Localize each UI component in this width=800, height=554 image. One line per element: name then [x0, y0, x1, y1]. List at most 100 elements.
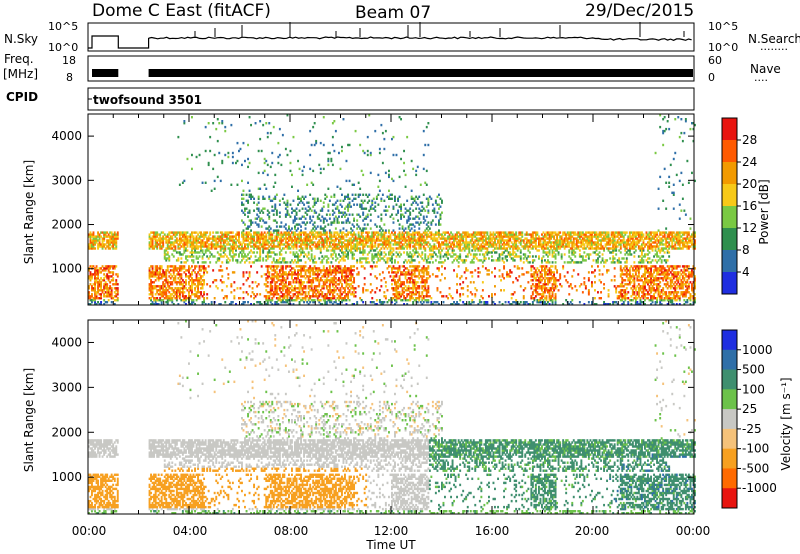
- power-cell: [153, 233, 156, 236]
- power-cell: [294, 225, 296, 228]
- power-cell: [230, 231, 233, 234]
- power-cell: [463, 231, 466, 234]
- power-cell: [188, 293, 190, 296]
- power-cell: [148, 297, 151, 300]
- power-cell: [388, 173, 390, 177]
- power-cell: [180, 287, 183, 290]
- power-cell: [434, 239, 437, 242]
- power-cell: [110, 297, 113, 300]
- power-cell: [415, 207, 418, 210]
- power-cell: [460, 235, 463, 238]
- power-cell: [441, 235, 443, 238]
- power-cell: [248, 189, 251, 192]
- power-cell: [433, 245, 436, 248]
- power-cell: [310, 249, 313, 252]
- power-cell: [347, 297, 350, 300]
- power-cell: [280, 287, 283, 290]
- power-cell: [289, 149, 292, 153]
- power-cell: [247, 245, 250, 248]
- power-cell: [315, 139, 318, 143]
- power-cell: [110, 245, 113, 248]
- power-cell: [274, 265, 277, 268]
- power-cell: [171, 297, 174, 300]
- power-cell: [250, 193, 253, 196]
- power-cell: [110, 295, 113, 298]
- power-cell: [318, 239, 321, 242]
- power-cell: [466, 253, 469, 256]
- power-cell: [313, 291, 316, 294]
- power-cell: [262, 249, 265, 252]
- power-cell: [97, 271, 100, 274]
- power-cell: [181, 235, 184, 238]
- power-cell: [401, 291, 404, 294]
- power-cell: [178, 251, 181, 254]
- power-cell: [415, 231, 418, 234]
- power-cell: [477, 275, 480, 278]
- power-cell: [441, 265, 443, 268]
- power-cell: [330, 281, 333, 284]
- power-cell: [422, 247, 425, 250]
- power-cell: [172, 265, 175, 268]
- power-cell: [115, 279, 118, 282]
- power-cell: [339, 265, 342, 268]
- power-cell: [507, 253, 510, 256]
- power-cell: [274, 197, 277, 200]
- power-cell: [480, 245, 483, 248]
- power-cell: [278, 261, 281, 264]
- power-cell: [109, 291, 112, 294]
- power-cell: [159, 265, 162, 268]
- power-cell: [312, 293, 315, 296]
- power-cell: [316, 291, 319, 294]
- power-cell: [344, 271, 346, 274]
- power-cell: [162, 235, 165, 238]
- power-cell: [418, 293, 421, 296]
- power-cell: [200, 269, 203, 272]
- power-cell: [413, 265, 416, 268]
- power-cell: [268, 255, 271, 258]
- power-cell: [441, 199, 443, 202]
- power-cell: [192, 247, 195, 250]
- power-cell: [286, 291, 289, 294]
- power-cell: [286, 229, 289, 232]
- power-cell: [460, 275, 463, 278]
- power-cell: [89, 295, 92, 298]
- power-cell: [459, 277, 462, 280]
- power-cell: [475, 253, 478, 256]
- nsky-trace: [88, 35, 692, 49]
- power-panel: [88, 114, 696, 306]
- power-cell: [198, 273, 201, 276]
- power-cell: [366, 195, 369, 198]
- power-cell: [321, 209, 324, 212]
- power-cell: [103, 303, 106, 306]
- power-cell: [395, 287, 398, 290]
- power-cell: [439, 251, 442, 254]
- power-cell: [415, 265, 418, 268]
- power-cell: [360, 261, 363, 264]
- power-cell: [203, 301, 206, 304]
- power-cell: [250, 197, 253, 200]
- power-cell: [110, 279, 113, 282]
- power-cell: [478, 247, 481, 250]
- power-cell: [247, 215, 250, 218]
- power-cell: [277, 285, 280, 288]
- power-cell: [292, 199, 295, 202]
- power-cell: [230, 237, 233, 240]
- power-cell: [218, 259, 221, 262]
- power-cell: [321, 291, 324, 294]
- power-cell: [95, 281, 98, 284]
- power-cell: [200, 249, 203, 252]
- power-cell: [463, 243, 466, 246]
- power-cell: [374, 245, 377, 248]
- power-cell: [494, 237, 496, 240]
- power-cell: [425, 125, 428, 129]
- power-cell: [150, 289, 153, 292]
- power-cell: [245, 237, 248, 240]
- power-cell: [501, 275, 504, 278]
- power-cell: [333, 271, 336, 274]
- power-cell: [89, 283, 92, 286]
- power-cell: [366, 245, 369, 248]
- power-cell: [459, 255, 462, 258]
- power-cell: [406, 221, 409, 224]
- power-cell: [265, 227, 268, 230]
- power-cell: [286, 289, 289, 292]
